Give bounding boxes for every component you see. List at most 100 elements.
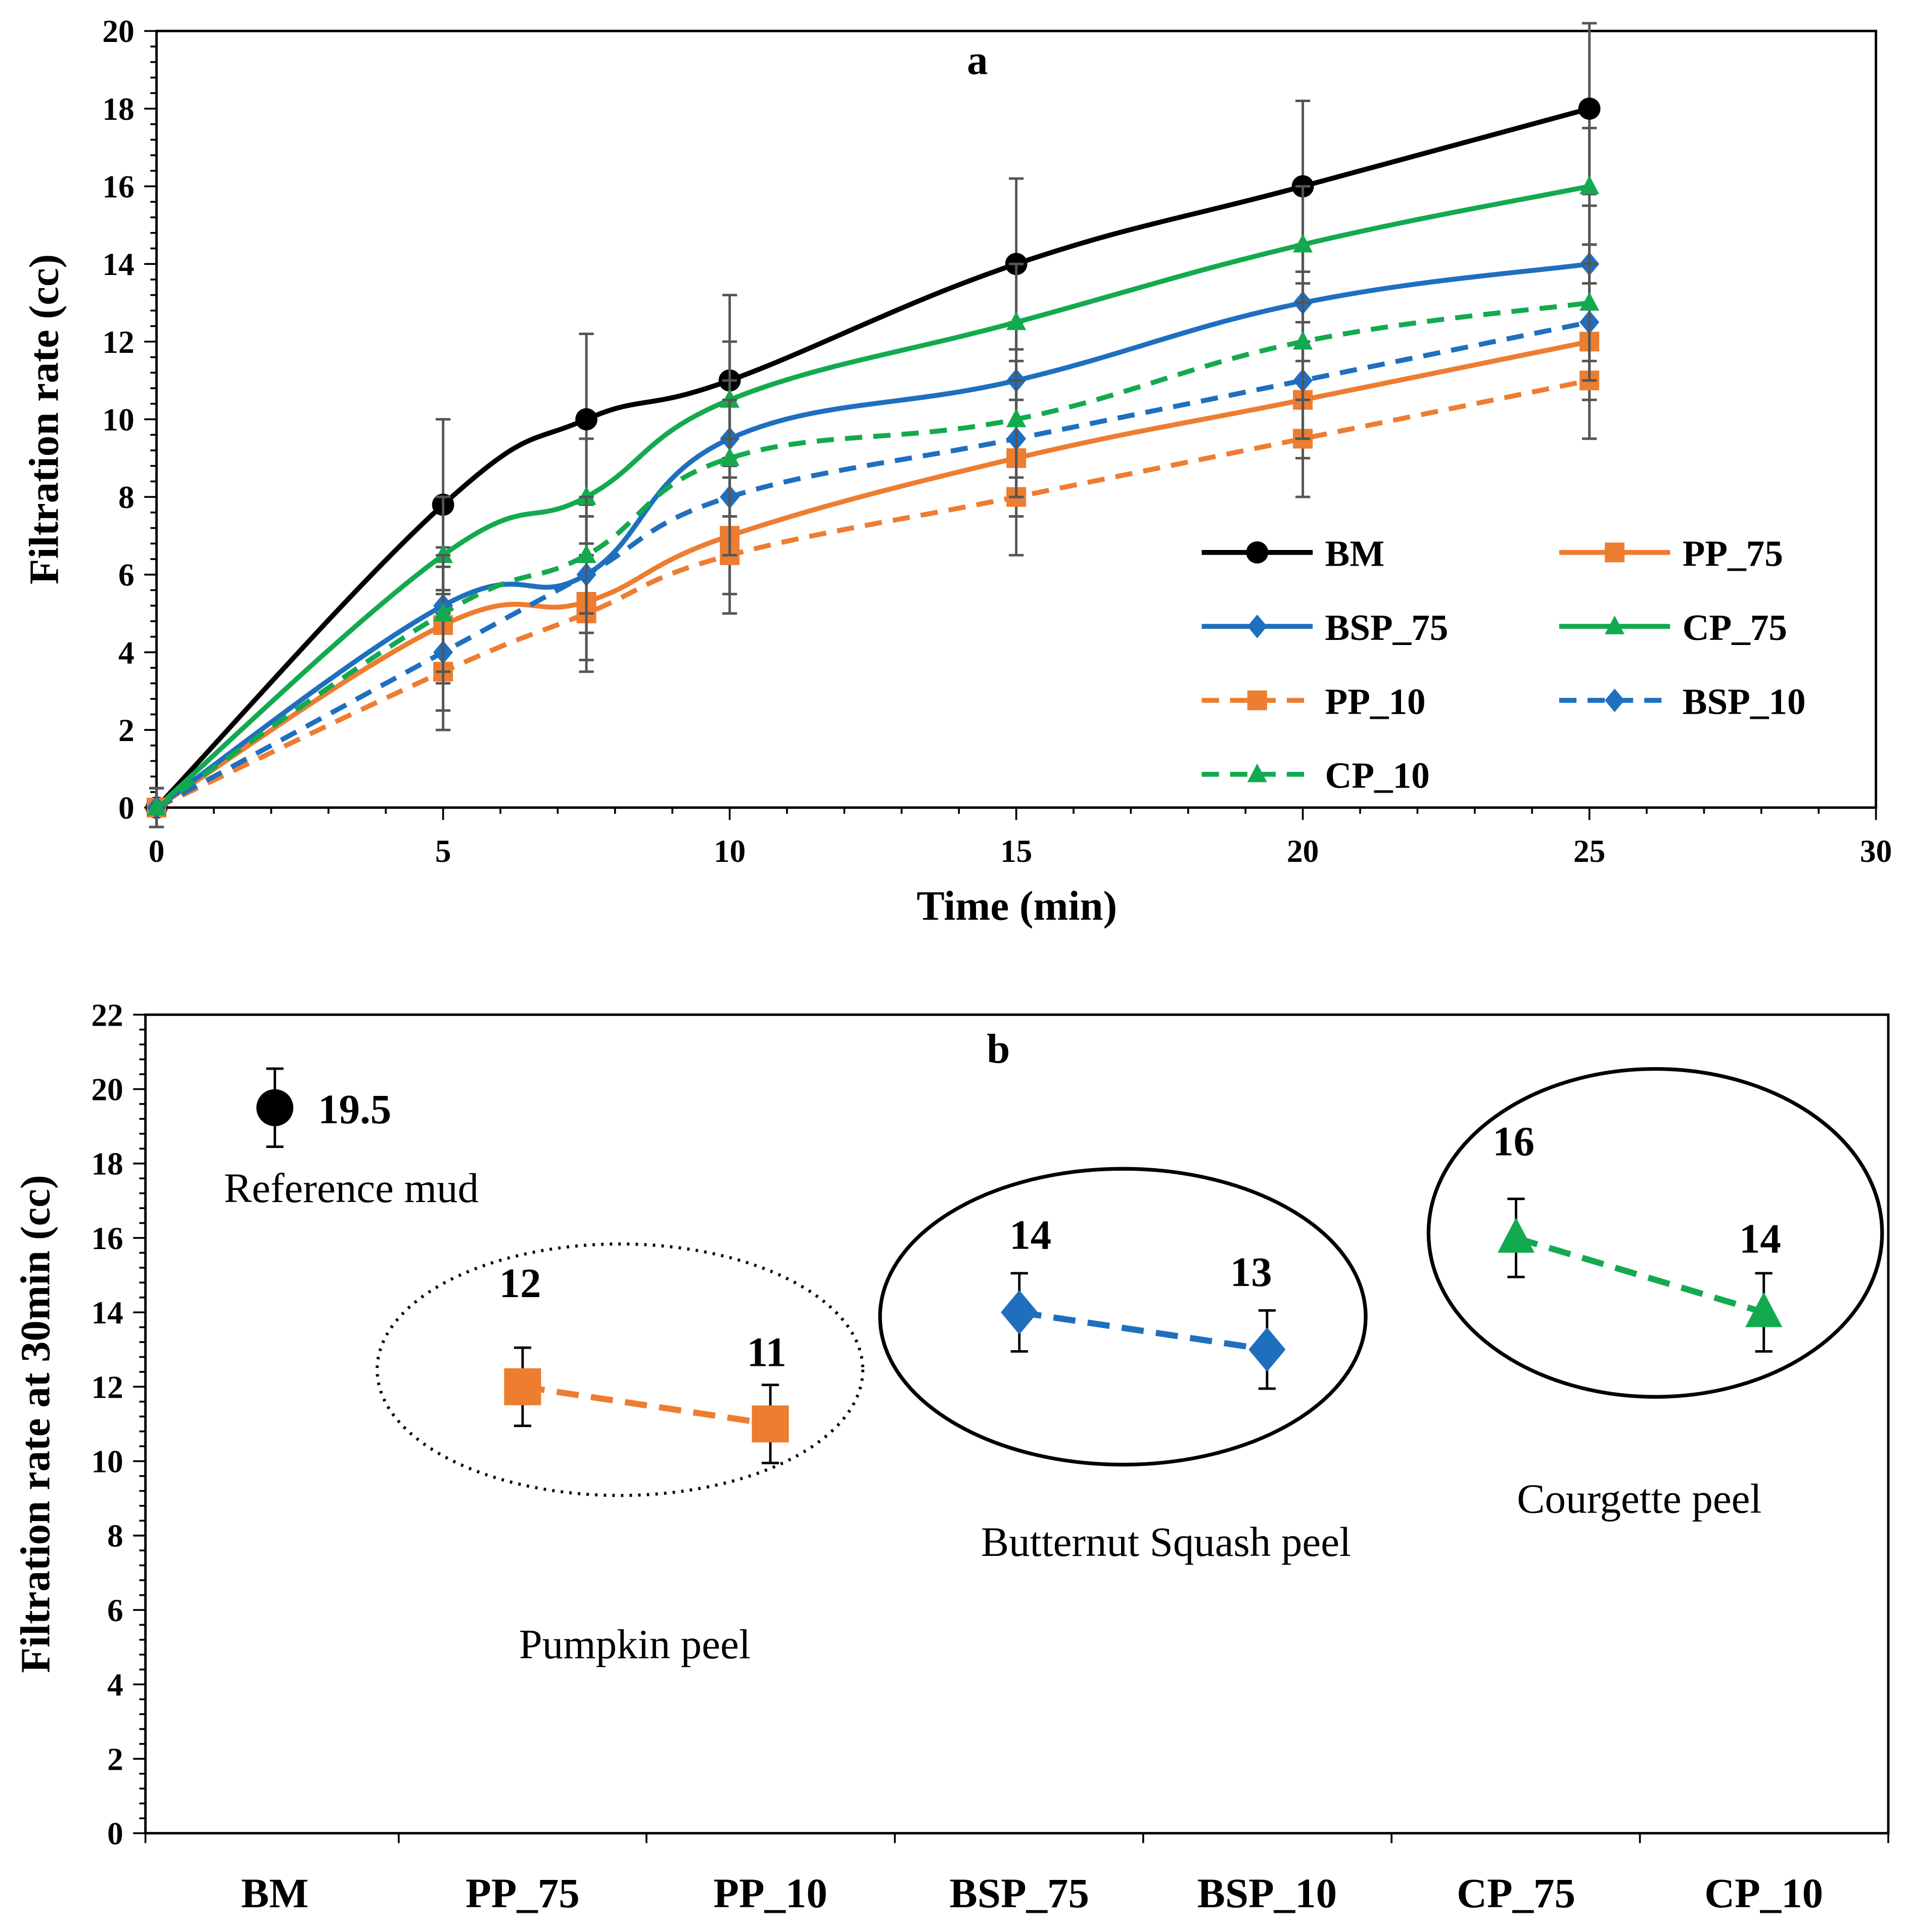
legend-label-BM: BM (1325, 533, 1385, 574)
legend-label-BSP_10: BSP_10 (1683, 681, 1806, 722)
y-tick-label: 20 (91, 1072, 123, 1107)
legend-marker (1605, 688, 1625, 712)
plot-b-frame (144, 1013, 1890, 1835)
group-ellipse-butternut (878, 1167, 1368, 1467)
y-tick-label: 22 (91, 997, 123, 1033)
series-PP_10 (147, 320, 1600, 829)
legend-label-CP_75: CP_75 (1683, 607, 1787, 648)
group-connector (522, 1384, 771, 1427)
y-tick-label: 4 (118, 635, 134, 670)
legend-label-PP_10: PP_10 (1325, 681, 1426, 722)
y-tick-label: 14 (102, 247, 134, 282)
y-tick-label: 0 (107, 1816, 123, 1852)
x-tick-label: PP_75 (466, 1870, 580, 1916)
group-connector (1018, 1309, 1268, 1353)
group-ellipse-courgette (1426, 1067, 1884, 1399)
data-point (575, 408, 598, 431)
data-label: 12 (499, 1260, 541, 1306)
legend-label-BSP_75: BSP_75 (1325, 607, 1449, 648)
x-tick-label: 10 (714, 834, 746, 869)
data-point (1293, 234, 1313, 253)
data-point (433, 603, 453, 622)
data-point (576, 544, 596, 563)
legend-marker (1247, 763, 1267, 783)
data-point (1006, 311, 1027, 331)
x-tick-label: PP_10 (713, 1870, 827, 1916)
y-tick-label: 2 (118, 713, 134, 748)
plot-b-title: b (987, 1025, 1010, 1072)
y-tick-label: 6 (118, 558, 134, 593)
plot-a-ylabel: Filtration rate (cc) (21, 254, 67, 585)
x-tick-label: BSP_10 (1197, 1870, 1337, 1916)
y-tick-label: 18 (91, 1146, 123, 1182)
group-label: Pumpkin peel (519, 1621, 751, 1667)
x-tick-label: 0 (149, 834, 165, 869)
data-point-PP_10 (752, 1405, 789, 1443)
x-tick-label: 15 (1000, 834, 1032, 869)
y-tick-label: 2 (107, 1741, 123, 1777)
series-BSP_75 (147, 204, 1600, 829)
data-point (720, 447, 740, 466)
plot-a-xlabel: Time (min) (916, 883, 1117, 929)
y-tick-label: 18 (102, 91, 134, 127)
legend-marker (1247, 690, 1267, 710)
legend: BM PP_75 BSP_75 CP_75 PP_10 BSP_10 CP_10 (1201, 533, 1806, 796)
y-tick-label: 12 (102, 325, 134, 360)
data-point-BM (256, 1089, 294, 1126)
data-point-CP_10 (1745, 1292, 1783, 1327)
y-tick-label: 8 (118, 480, 134, 515)
series-CP_10 (147, 243, 1600, 829)
legend-label-PP_75: PP_75 (1683, 533, 1783, 574)
series-CP_75 (147, 126, 1600, 829)
legend-marker (1246, 541, 1269, 564)
group-label: Reference mud (224, 1165, 479, 1211)
data-point (1293, 331, 1313, 350)
y-tick-label: 4 (107, 1667, 123, 1703)
group-label: Butternut Squash peel (981, 1519, 1351, 1565)
y-tick-label: 20 (102, 14, 134, 49)
x-tick-label: BSP_75 (950, 1870, 1089, 1916)
data-point (1578, 97, 1601, 120)
x-tick-label: 5 (435, 834, 451, 869)
data-point (1579, 292, 1600, 311)
data-point (1006, 408, 1027, 428)
data-point-BSP_75 (1001, 1290, 1038, 1335)
data-label: 14 (1009, 1212, 1051, 1258)
plot-b: b Filtration rate at 30min (cc) 0 2 4 6 8 10 1… (12, 997, 1890, 1916)
x-tick-label: 20 (1287, 834, 1319, 869)
y-tick-label: 16 (91, 1221, 123, 1256)
plot-b-ylabel: Filtration rate at 30min (cc) (12, 1175, 59, 1673)
legend-marker (1605, 615, 1625, 634)
legend-marker (1247, 614, 1267, 638)
data-label: 16 (1493, 1118, 1534, 1164)
data-point-CP_75 (1497, 1217, 1535, 1253)
data-point (576, 486, 596, 505)
data-point (433, 544, 453, 563)
group-ellipse-pumpkin (376, 1242, 865, 1497)
data-point-BSP_10 (1248, 1327, 1286, 1372)
y-tick-label: 0 (118, 791, 134, 826)
x-tick-label: 25 (1573, 834, 1605, 869)
plot-a-title: a (967, 37, 988, 83)
data-point-PP_75 (504, 1368, 541, 1405)
data-label: 13 (1230, 1249, 1272, 1295)
y-tick-label: 6 (107, 1593, 123, 1628)
data-point (720, 389, 740, 408)
series-line-PP_10 (155, 378, 1590, 810)
y-tick-label: 12 (91, 1369, 123, 1405)
data-point (147, 797, 167, 816)
data-point (1579, 175, 1600, 195)
y-tick-label: 10 (102, 402, 134, 437)
legend-label-CP_10: CP_10 (1325, 755, 1430, 796)
legend-marker (1605, 542, 1625, 563)
plot-a: a Time (min) Filtration rate (cc) 0 5 10 15… (21, 14, 1892, 929)
x-tick-label: CP_10 (1704, 1870, 1823, 1916)
x-tick-label: BM (241, 1870, 309, 1916)
data-label: 11 (747, 1328, 786, 1375)
y-tick-label: 16 (102, 169, 134, 205)
y-tick-label: 10 (91, 1444, 123, 1480)
x-tick-label: CP_75 (1457, 1870, 1575, 1916)
data-label: 14 (1739, 1215, 1781, 1262)
data-label: 19.5 (318, 1086, 391, 1132)
